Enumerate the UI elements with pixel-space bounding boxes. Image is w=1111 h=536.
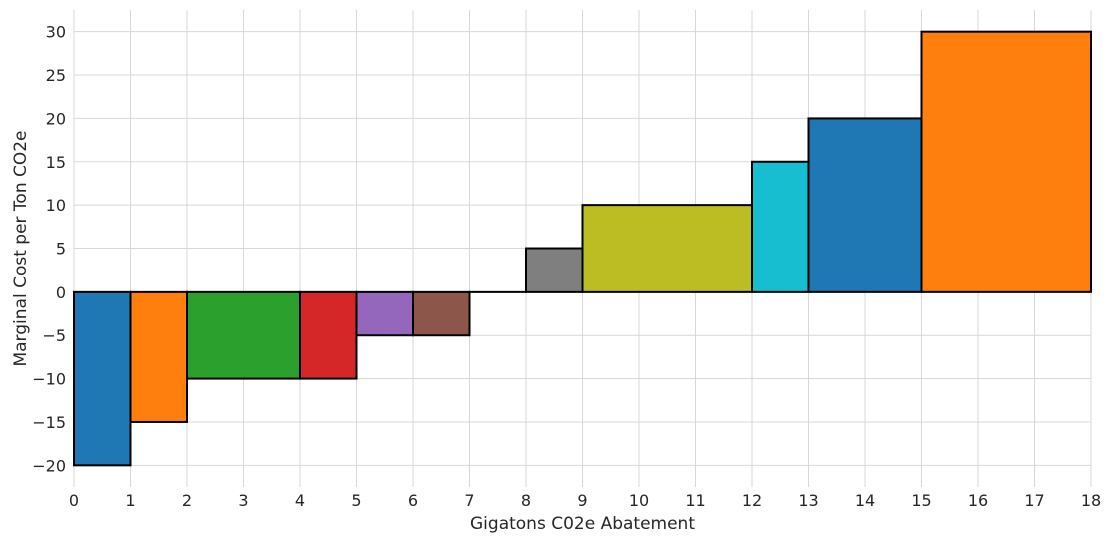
x-tick-label: 9: [577, 491, 587, 510]
x-tick-label: 16: [968, 491, 988, 510]
x-tick-label: 11: [685, 491, 705, 510]
x-tick-labels: 0 1 2 3 4 5 6 7 8 9 10 11 12 13 14 15 16 17 18: [69, 491, 1101, 510]
bar-segment-6: [412, 290, 471, 337]
y-tick-label: 10: [46, 196, 66, 215]
x-tick-label: 10: [629, 491, 649, 510]
y-tick-label: −10: [32, 370, 66, 389]
y-tick-label: −5: [42, 326, 66, 345]
x-tick-label: 12: [742, 491, 762, 510]
y-tick-label: 30: [46, 23, 66, 42]
y-tick-labels: −20 −15 −10 −5 0 5 10 15 20 25 30: [32, 23, 66, 476]
y-axis-title: Marginal Cost per Ton CO2e: [11, 130, 31, 366]
x-tick-label: 15: [911, 491, 931, 510]
bar-segment-5: [355, 290, 414, 337]
bar-segment-9: [581, 204, 753, 293]
x-tick-label: 14: [855, 491, 875, 510]
bar-segment-1: [73, 290, 132, 467]
bar-segment-3: [186, 290, 301, 380]
x-axis-title: Gigatons C02e Abatement: [470, 514, 695, 534]
x-tick-label: 13: [798, 491, 818, 510]
x-tick-label: 5: [351, 491, 361, 510]
y-tick-label: 0: [56, 283, 66, 302]
bar-segment-11: [807, 117, 923, 293]
y-tick-label: 5: [56, 240, 66, 259]
x-tick-label: 3: [238, 491, 248, 510]
bar-segment-8: [525, 247, 584, 293]
x-tick-label: 6: [408, 491, 418, 510]
x-tick-label: 1: [125, 491, 135, 510]
bar-segment-10: [751, 160, 810, 293]
y-tick-label: 25: [46, 66, 66, 85]
x-tick-label: 17: [1024, 491, 1044, 510]
x-tick-label: 18: [1081, 491, 1101, 510]
bar-segment-2: [129, 290, 188, 423]
x-tick-label: 0: [69, 491, 79, 510]
y-tick-label: −15: [32, 413, 66, 432]
x-tick-label: 7: [464, 491, 474, 510]
x-tick-label: 2: [182, 491, 192, 510]
y-tick-label: 20: [46, 109, 66, 128]
y-tick-label: −20: [32, 456, 66, 475]
bars-layer: [73, 30, 1092, 467]
bar-segment-12: [920, 30, 1092, 293]
x-tick-label: 8: [521, 491, 531, 510]
x-tick-label: 4: [295, 491, 305, 510]
y-tick-label: 15: [46, 153, 66, 172]
bar-segment-4: [299, 290, 358, 380]
